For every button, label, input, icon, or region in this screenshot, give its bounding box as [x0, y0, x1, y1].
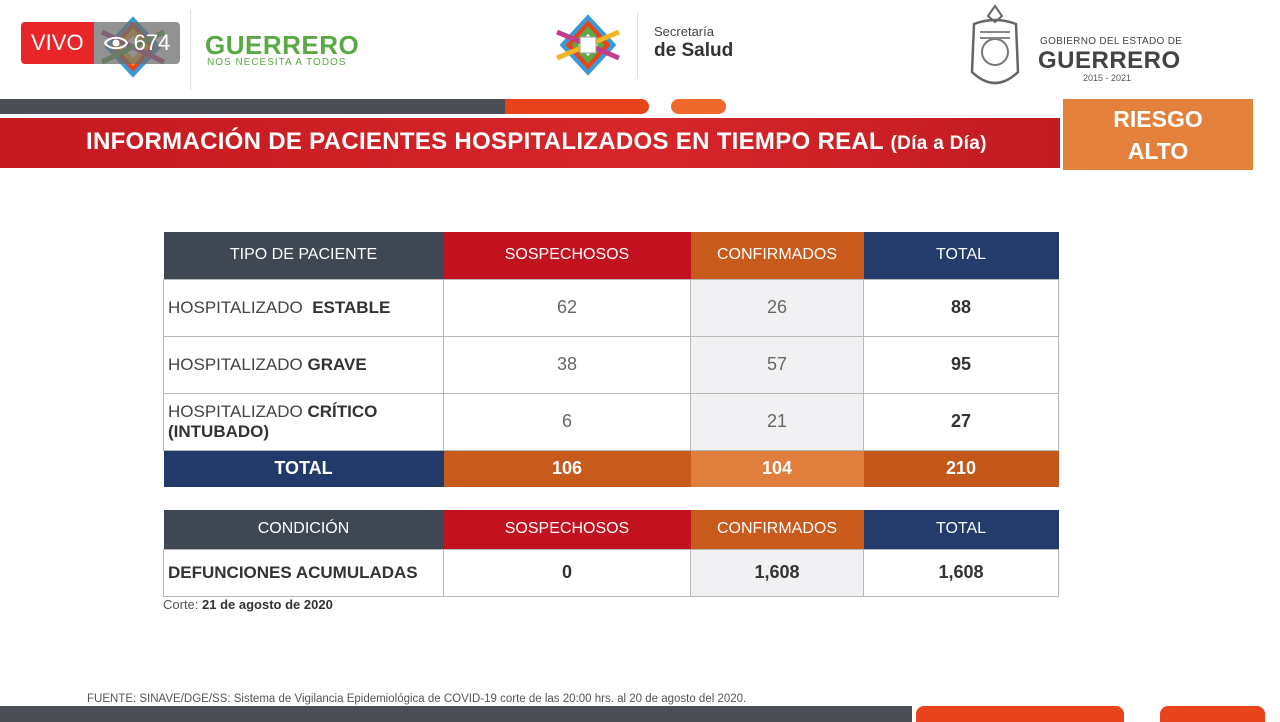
risk-badge: RIESGO ALTO — [1063, 99, 1253, 170]
header-confirmados: CONFIRMADOS — [690, 232, 864, 279]
row-label: HOSPITALIZADO CRÍTICO (INTUBADO) — [163, 392, 444, 451]
row-label: DEFUNCIONES ACUMULADAS — [163, 548, 444, 597]
header-sospechosos: SOSPECHOSOS — [443, 232, 691, 279]
cell-total: 95 — [863, 335, 1059, 394]
source-note: FUENTE: SINAVE/DGE/SS: Sistema de Vigila… — [87, 693, 747, 705]
gobierno-years: 2015 - 2021 — [1083, 73, 1132, 83]
divider — [637, 12, 638, 78]
header-tipo: TIPO DE PACIENTE — [163, 232, 444, 279]
secretaria-label: Secretaría — [654, 24, 714, 39]
row-label: HOSPITALIZADO GRAVE — [163, 335, 444, 394]
header-sospechosos: SOSPECHOSOS — [443, 510, 691, 549]
header-condicion: CONDICIÓN — [163, 510, 444, 549]
cutoff-date: Corte: 21 de agosto de 2020 — [163, 597, 333, 612]
cell-confirmados: 26 — [690, 278, 864, 337]
risk-line2: ALTO — [1127, 138, 1189, 164]
total-label: TOTAL — [163, 450, 444, 487]
banner — [0, 118, 1060, 168]
gobierno-state-name: GUERRERO — [1038, 47, 1181, 74]
footer-stripe-accent — [1160, 706, 1265, 722]
header-stripe-accent — [671, 99, 726, 114]
deaths-table: CONDICIÓN SOSPECHOSOS CONFIRMADOS TOTAL … — [163, 510, 1059, 597]
footer-stripe — [0, 706, 912, 722]
table-row: DEFUNCIONES ACUMULADAS 0 1,608 1,608 — [163, 548, 1059, 597]
gobierno-label: GOBIERNO DEL ESTADO DE — [1040, 36, 1183, 47]
divider — [190, 10, 191, 90]
header-stripe — [0, 99, 505, 114]
cell-sospechosos: 38 — [443, 335, 691, 394]
cell-total: 88 — [863, 278, 1059, 337]
cell-confirmados: 21 — [690, 392, 864, 451]
total-confirmados: 104 — [690, 450, 864, 487]
live-badge: VIVO 674 — [21, 22, 181, 64]
header-total: TOTAL — [863, 510, 1059, 549]
table-total-row: TOTAL 106 104 210 — [163, 450, 1059, 487]
table-row: HOSPITALIZADO ESTABLE 62 26 88 — [163, 278, 1059, 337]
table-row: HOSPITALIZADO CRÍTICO (INTUBADO) 6 21 27 — [163, 392, 1059, 451]
secretaria-logo-emblem — [556, 14, 620, 76]
banner-title-suffix: (Día a Día) — [890, 133, 987, 154]
cell-total: 1,608 — [863, 548, 1059, 597]
guerrero-slogan: NOS NECESITA A TODOS — [207, 57, 347, 68]
row-label: HOSPITALIZADO ESTABLE — [163, 278, 444, 337]
footer-stripe-accent — [916, 706, 1124, 722]
risk-line1: RIESGO — [1113, 106, 1203, 132]
header-confirmados: CONFIRMADOS — [690, 510, 864, 549]
viewer-count-value: 674 — [133, 30, 171, 55]
hospitalized-table: TIPO DE PACIENTE SOSPECHOSOS CONFIRMADOS… — [163, 232, 1059, 487]
cell-sospechosos: 0 — [443, 548, 691, 597]
live-label: VIVO — [21, 22, 94, 64]
banner-title-text: INFORMACIÓN DE PACIENTES HOSPITALIZADOS … — [86, 128, 884, 155]
cell-total: 27 — [863, 392, 1059, 451]
header-stripe-accent — [505, 99, 649, 114]
viewer-count: 674 — [93, 22, 181, 64]
cell-confirmados: 57 — [690, 335, 864, 394]
table-header-row: TIPO DE PACIENTE SOSPECHOSOS CONFIRMADOS… — [163, 232, 1059, 279]
total-sospechosos: 106 — [443, 450, 691, 487]
total-total: 210 — [863, 450, 1059, 487]
guerrero-title: GUERRERO — [205, 30, 360, 60]
eye-icon — [103, 36, 128, 50]
cell-sospechosos: 62 — [443, 278, 691, 337]
cell-sospechosos: 6 — [443, 392, 691, 451]
table-header-row: CONDICIÓN SOSPECHOSOS CONFIRMADOS TOTAL — [163, 510, 1059, 549]
banner-title: INFORMACIÓN DE PACIENTES HOSPITALIZADOS … — [86, 128, 987, 156]
salud-label: de Salud — [654, 40, 734, 61]
table-row: HOSPITALIZADO GRAVE 38 57 95 — [163, 335, 1059, 394]
state-seal-icon — [970, 4, 1020, 85]
cell-confirmados: 1,608 — [690, 548, 864, 597]
header-total: TOTAL — [863, 232, 1059, 279]
